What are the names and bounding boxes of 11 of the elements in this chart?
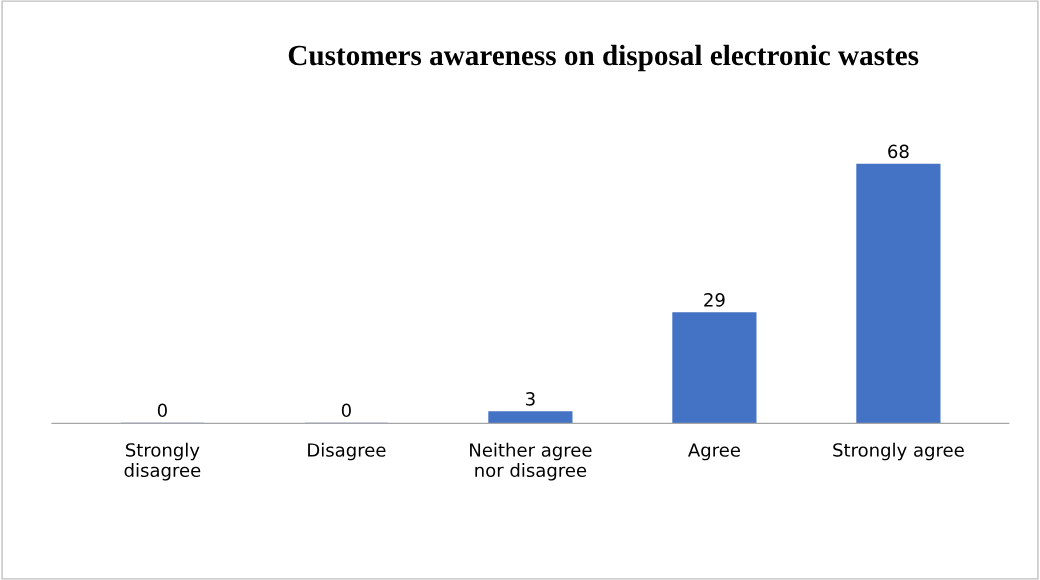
data-label: 3	[526, 392, 535, 406]
data-label: 0	[341, 403, 351, 418]
x-tick-label: Strongly agree	[833, 442, 964, 461]
x-tick-label: Disagree	[308, 442, 386, 461]
data-label: 29	[704, 293, 725, 307]
chart-title: Customers awareness on disposal electronic wastes	[288, 44, 919, 72]
data-label: 68	[888, 144, 909, 159]
data-label: 0	[157, 403, 167, 418]
x-tick-label: Strongly disagree	[124, 442, 201, 481]
x-tick-label: Neither agree nor disagree	[470, 442, 592, 481]
x-tick-label: Agree	[688, 443, 740, 461]
